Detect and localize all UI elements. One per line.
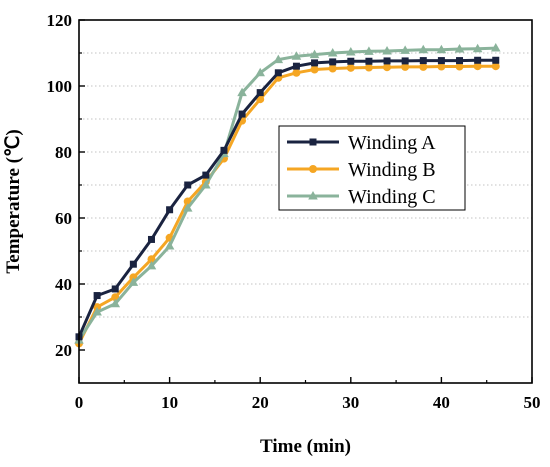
data-point: [311, 59, 319, 67]
legend-marker: [308, 191, 318, 200]
data-point: [309, 49, 320, 59]
series-winding-c: [74, 43, 501, 344]
data-point: [327, 48, 338, 57]
y-tick-label: 80: [55, 143, 72, 162]
data-point: [401, 57, 409, 65]
data-point: [292, 62, 300, 70]
data-point: [128, 277, 139, 286]
data-point: [147, 255, 156, 264]
data-point: [474, 56, 482, 64]
data-point: [129, 260, 137, 268]
x-tick-label: 30: [342, 393, 359, 412]
data-point: [201, 180, 211, 189]
data-point: [111, 285, 119, 293]
data-point: [164, 241, 175, 250]
y-tick-label: 40: [55, 275, 72, 294]
x-tick-label: 0: [75, 393, 84, 412]
data-point: [93, 292, 101, 300]
data-point: [490, 43, 501, 52]
data-point: [492, 56, 500, 64]
data-point: [220, 146, 228, 154]
data-point: [184, 181, 192, 189]
data-point: [292, 68, 301, 77]
legend: Winding A Winding B Winding C: [278, 125, 466, 211]
data-point: [291, 51, 302, 60]
x-tick-label: 50: [524, 393, 541, 412]
data-point: [237, 87, 247, 97]
y-tick-label: 120: [47, 11, 73, 30]
data-point: [273, 54, 284, 64]
x-axis-title: Time (min): [260, 436, 351, 457]
data-point: [328, 64, 337, 73]
legend-label: Winding C: [348, 186, 436, 208]
data-point: [473, 62, 482, 71]
data-point: [310, 65, 319, 74]
data-point: [400, 45, 410, 54]
axis-layer: 20 40 60 80 100 120 0 10 20 30 40 50: [47, 11, 541, 412]
data-point: [383, 63, 392, 72]
legend-marker: [309, 138, 317, 146]
data-point: [437, 57, 445, 65]
data-point: [110, 298, 121, 308]
data-point: [166, 206, 174, 214]
data-point: [472, 43, 483, 53]
data-point: [274, 69, 282, 77]
legend-label: Winding A: [348, 132, 436, 154]
y-tick-label: 100: [47, 77, 73, 96]
data-point: [419, 57, 427, 65]
y-axis-title: Temperature (℃): [3, 129, 24, 273]
data-point: [436, 44, 447, 54]
data-point: [202, 171, 210, 179]
data-point: [401, 62, 410, 71]
data-point: [382, 46, 392, 55]
data-point: [437, 62, 446, 71]
data-point: [146, 260, 157, 270]
legend-label: Winding B: [348, 159, 436, 181]
data-point: [329, 58, 337, 66]
data-point: [347, 57, 355, 65]
data-point: [491, 62, 500, 71]
data-point: [255, 67, 265, 77]
data-point: [346, 63, 355, 72]
y-tick-label: 60: [55, 209, 72, 228]
data-point: [383, 57, 391, 65]
data-point: [364, 46, 374, 55]
x-tick-label: 40: [433, 393, 450, 412]
y-tick-label: 20: [55, 341, 72, 360]
legend-marker: [309, 165, 317, 173]
x-tick-label: 10: [161, 393, 178, 412]
data-point: [454, 44, 465, 53]
data-point: [256, 89, 264, 97]
data-point: [456, 57, 464, 65]
data-point: [182, 203, 193, 212]
x-tick-label: 20: [252, 393, 269, 412]
data-point: [92, 307, 102, 316]
data-point: [364, 63, 373, 72]
data-point: [238, 110, 246, 118]
data-point: [419, 62, 428, 71]
data-point: [147, 235, 155, 243]
data-point: [455, 62, 464, 71]
data-point: [418, 44, 429, 54]
data-point: [346, 47, 356, 56]
data-point: [365, 57, 373, 65]
